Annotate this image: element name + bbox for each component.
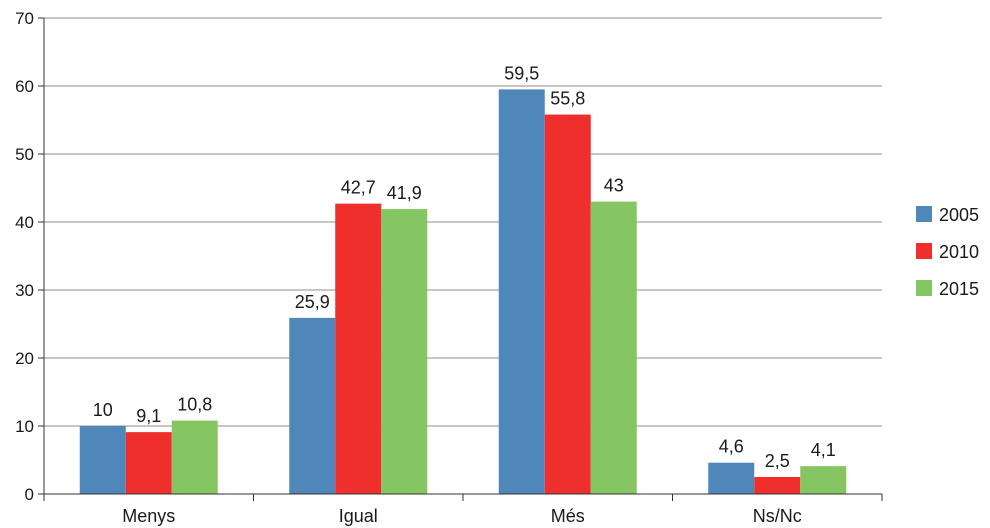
x-axis: Menys Igual Més Ns/Nc [43, 493, 883, 526]
bar-2015-m-s [590, 201, 637, 494]
legend-label: 2015 [939, 279, 979, 299]
bars [79, 89, 847, 495]
bar-2010-menys [125, 432, 172, 494]
legend-swatch-2015 [916, 280, 932, 296]
legend-label: 2010 [939, 242, 979, 262]
data-label: 59,5 [504, 63, 539, 83]
data-label: 41,9 [387, 183, 422, 203]
y-tick-label: 20 [15, 349, 34, 368]
bar-2010-ns-nc [754, 477, 801, 494]
data-label: 25,9 [295, 292, 330, 312]
data-label: 4,1 [811, 440, 836, 460]
bar-2010-m-s [544, 114, 591, 494]
bar-2005-ns-nc [708, 462, 755, 494]
data-label: 2,5 [765, 451, 790, 471]
bar-2010-igual [335, 203, 382, 494]
x-category-label: Ns/Nc [753, 506, 802, 526]
y-axis: 0 10 20 30 40 50 60 70 [15, 9, 45, 504]
data-label: 9,1 [136, 406, 161, 426]
bar-2015-menys [171, 420, 218, 494]
y-tick-label: 40 [15, 213, 34, 232]
legend-swatch-2010 [916, 243, 932, 259]
data-labels: 10 9,1 10,8 25,9 42,7 41,9 59,5 55,8 43 4,6 2,5 4,1 [93, 63, 836, 471]
y-tick-label: 0 [25, 485, 34, 504]
bar-2005-menys [79, 426, 126, 494]
data-label: 10 [93, 400, 113, 420]
data-label: 55,8 [550, 89, 585, 109]
gridlines [44, 17, 882, 427]
x-category-label: Igual [339, 506, 378, 526]
x-category-label: Menys [122, 506, 175, 526]
bar-2015-ns-nc [800, 466, 847, 494]
y-tick-label: 30 [15, 281, 34, 300]
bar-2005-m-s [498, 89, 545, 495]
bar-2005-igual [289, 317, 336, 494]
x-category-label: Més [551, 506, 585, 526]
data-label: 4,6 [719, 437, 744, 457]
legend-swatch-2005 [916, 206, 932, 222]
data-label: 43 [604, 176, 624, 196]
legend-label: 2005 [939, 205, 979, 225]
y-tick-label: 60 [15, 77, 34, 96]
y-tick-label: 10 [15, 417, 34, 436]
y-tick-label: 50 [15, 145, 34, 164]
y-tick-label: 70 [15, 9, 34, 28]
data-label: 10,8 [177, 395, 212, 415]
bar-2015-igual [381, 209, 428, 494]
data-label: 42,7 [341, 178, 376, 198]
legend: 2005 2010 2015 [916, 205, 979, 299]
